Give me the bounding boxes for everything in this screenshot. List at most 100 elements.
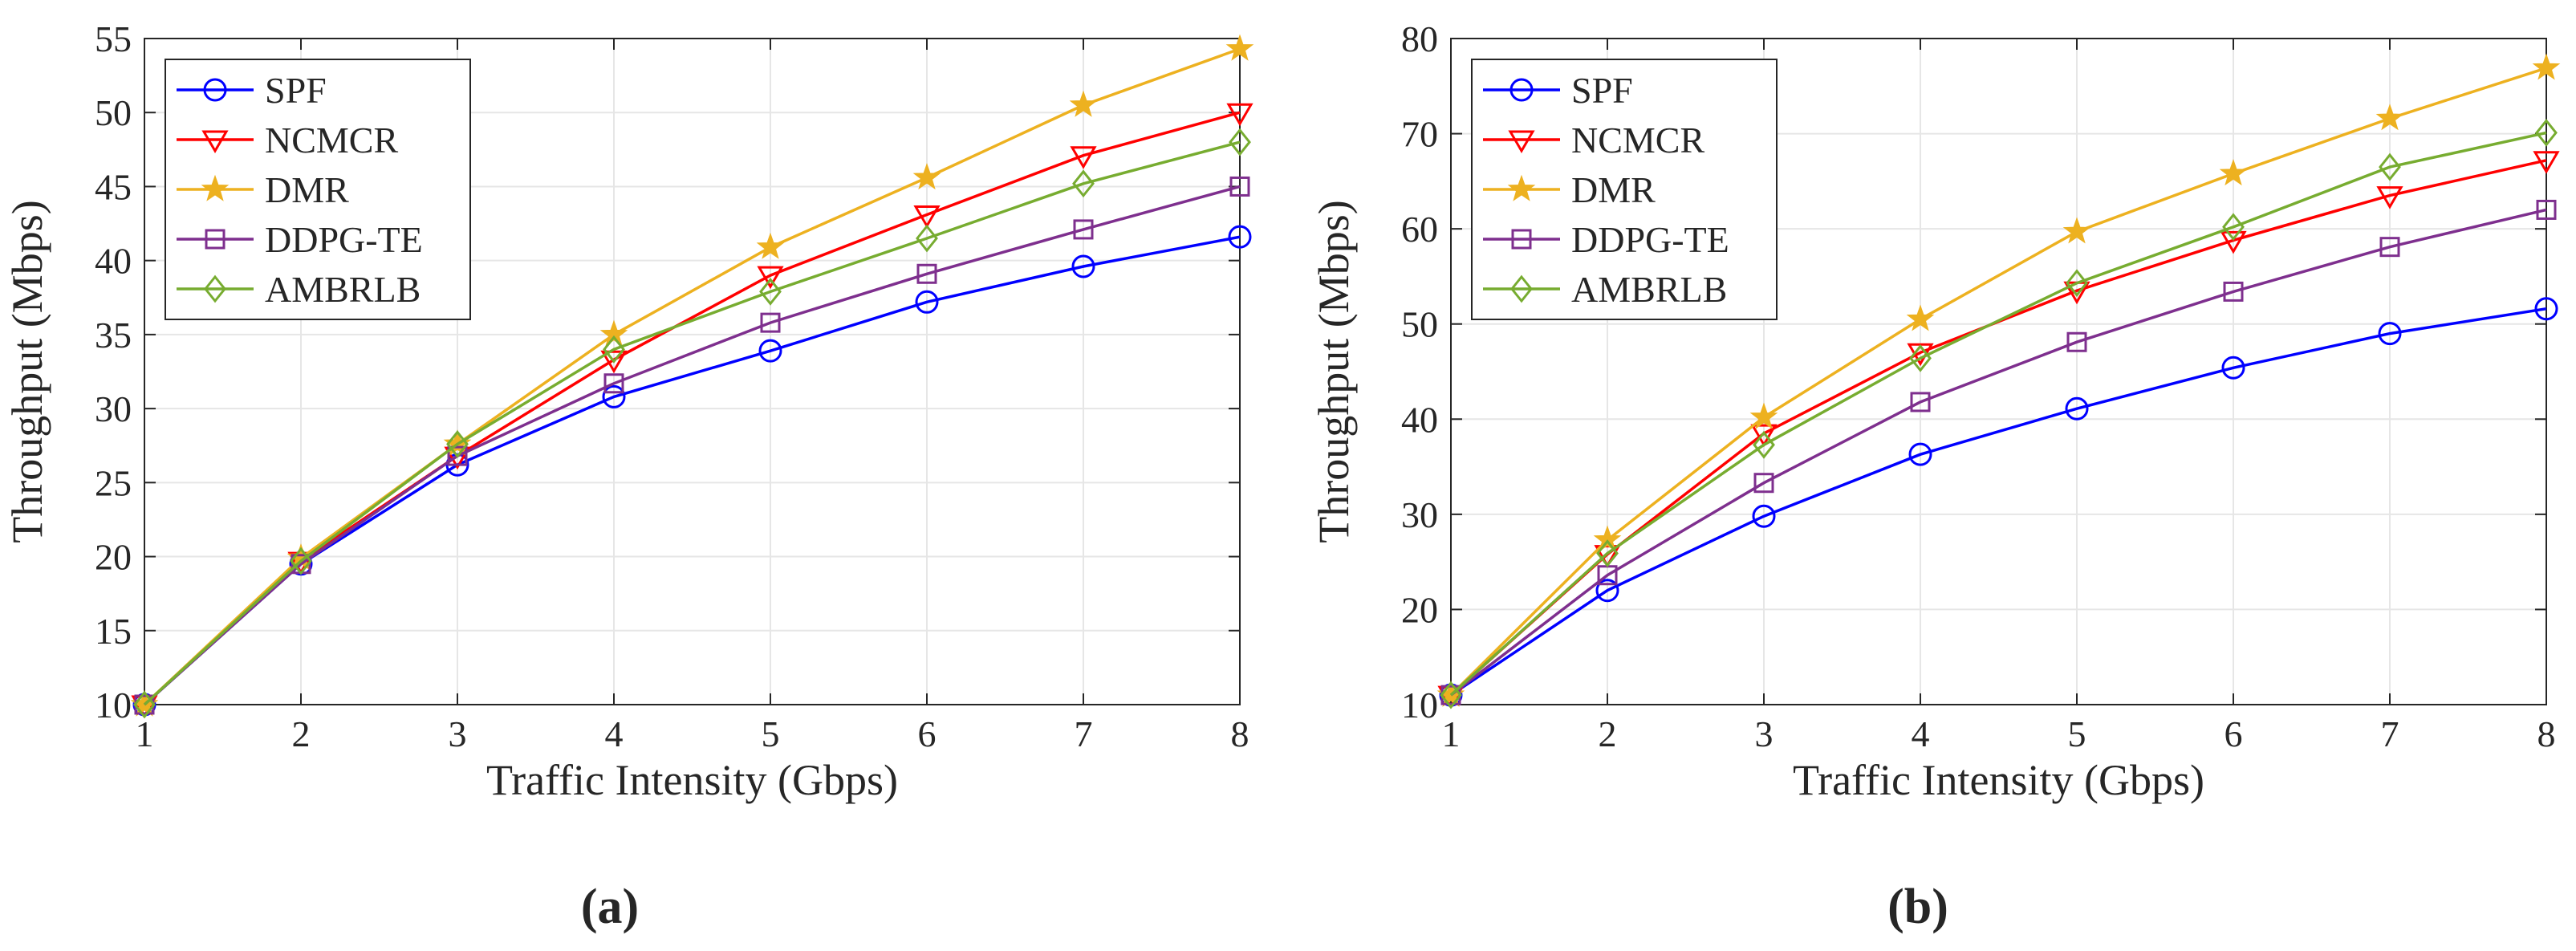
panel-caption: (b) — [1887, 880, 1948, 934]
data-point-ncmcr — [2376, 186, 2403, 209]
data-point-ambrlb — [2066, 269, 2088, 298]
data-point-ambrlb — [759, 277, 782, 306]
data-point-ncmcr — [1594, 545, 1621, 568]
legend-marker — [204, 274, 226, 303]
y-tick-label: 40 — [1401, 399, 1438, 440]
data-point-ncmcr — [913, 205, 941, 229]
data-point-spf — [1908, 442, 1932, 466]
legend-label: DMR — [265, 169, 349, 210]
y-axis-label: Throughput (Mbps) — [3, 200, 51, 543]
data-point-dmr — [912, 163, 941, 190]
y-tick-label: 10 — [1401, 685, 1438, 725]
data-point-ncmcr — [600, 350, 628, 374]
x-axis-label: Traffic Intensity (Gbps) — [486, 756, 898, 804]
legend-marker — [1511, 229, 1532, 250]
series-line-dmr — [1449, 67, 2547, 697]
data-point-ambrlb — [1229, 128, 1251, 156]
data-point-dmr — [1593, 525, 1622, 552]
data-point-ambrlb — [2379, 152, 2401, 181]
data-point-ddpg-te — [2223, 281, 2244, 302]
data-point-ambrlb — [603, 335, 625, 364]
plot-frame — [1450, 38, 2547, 705]
x-axis-label: Traffic Intensity (Gbps) — [1793, 756, 2204, 804]
legend-label: AMBRLB — [1571, 269, 1727, 310]
data-point-ddpg-te — [447, 445, 468, 466]
data-point-dmr — [1225, 34, 1254, 61]
data-point-spf — [915, 290, 939, 314]
y-tick-label: 30 — [95, 388, 132, 429]
series-line-dmr — [143, 47, 1241, 706]
y-tick-label: 50 — [95, 92, 132, 133]
data-point-spf — [1071, 254, 1095, 278]
x-tick-label: 4 — [605, 713, 624, 754]
data-point-spf — [1595, 579, 1619, 603]
data-point-ncmcr — [1070, 146, 1097, 169]
x-tick-label: 1 — [1442, 713, 1461, 754]
data-point-dmr — [599, 319, 628, 347]
data-point-ddpg-te — [2536, 199, 2557, 220]
data-point-spf — [1752, 504, 1776, 528]
y-tick-label: 30 — [1401, 494, 1438, 535]
legend-label: AMBRLB — [265, 269, 421, 310]
data-point-ambrlb — [2222, 213, 2245, 242]
legend-marker — [1507, 174, 1536, 201]
series-line-ddpg-te — [143, 185, 1241, 706]
data-point-spf — [2221, 356, 2245, 380]
series-line-spf — [1450, 307, 2547, 697]
chart-panel-b: 1 2 3 4 5 6 7 8 10 20 30 40 50 60 70 80 Traffic Intensit… — [1310, 18, 2561, 934]
y-tick-label: 15 — [95, 611, 132, 652]
data-point-ddpg-te — [603, 373, 624, 394]
data-point-dmr — [2219, 159, 2248, 186]
legend-label: DMR — [1571, 169, 1656, 210]
x-tick-label: 8 — [1231, 713, 1249, 754]
plot-frame — [144, 38, 1241, 705]
legend-marker — [201, 174, 230, 201]
legend-label: NCMCR — [265, 120, 398, 161]
legend-marker — [1509, 78, 1534, 102]
data-point-ddpg-te — [1753, 473, 1774, 494]
legend-label: DDPG-TE — [1571, 219, 1729, 260]
legend-label: NCMCR — [1571, 120, 1704, 161]
x-tick-label: 6 — [2225, 713, 2243, 754]
data-point-ambrlb — [290, 547, 312, 575]
x-tick-label: 5 — [2068, 713, 2086, 754]
data-point-ncmcr — [2220, 230, 2247, 254]
y-tick-label: 70 — [1401, 114, 1438, 155]
data-point-ncmcr — [757, 266, 784, 290]
data-point-ddpg-te — [760, 312, 781, 333]
x-tick-label: 1 — [136, 713, 154, 754]
y-tick-label: 45 — [95, 166, 132, 207]
data-point-dmr — [2532, 53, 2561, 80]
series-line-ddpg-te — [1449, 208, 2547, 697]
data-point-dmr — [1069, 90, 1098, 117]
data-point-ambrlb — [1440, 681, 1462, 709]
data-point-ddpg-te — [2066, 331, 2087, 352]
legend-marker — [205, 229, 226, 250]
data-point-ambrlb — [1753, 430, 1775, 459]
panel-caption: (a) — [581, 880, 639, 934]
series-line-ncmcr — [143, 111, 1241, 706]
data-point-spf — [2534, 297, 2558, 321]
series-line-ambrlb — [1449, 131, 2547, 697]
x-tick-label: 4 — [1912, 713, 1930, 754]
series-line-ambrlb — [143, 140, 1241, 706]
data-point-dmr — [2062, 217, 2091, 244]
data-point-ambrlb — [1596, 539, 1619, 567]
x-tick-label: 6 — [918, 713, 937, 754]
data-point-ambrlb — [446, 429, 469, 458]
data-point-ncmcr — [1750, 424, 1778, 448]
y-tick-label: 10 — [95, 685, 132, 725]
y-tick-label: 20 — [1401, 589, 1438, 630]
legend-marker — [1510, 274, 1533, 303]
data-point-dmr — [1749, 402, 1778, 429]
x-tick-label: 3 — [1755, 713, 1774, 754]
legend-label: SPF — [1571, 70, 1633, 111]
legend-marker — [1508, 130, 1535, 153]
y-tick-label: 20 — [95, 537, 132, 578]
data-point-dmr — [2375, 104, 2404, 131]
data-point-spf — [2065, 396, 2089, 421]
data-point-dmr — [1906, 304, 1935, 331]
legend-marker — [201, 130, 229, 153]
